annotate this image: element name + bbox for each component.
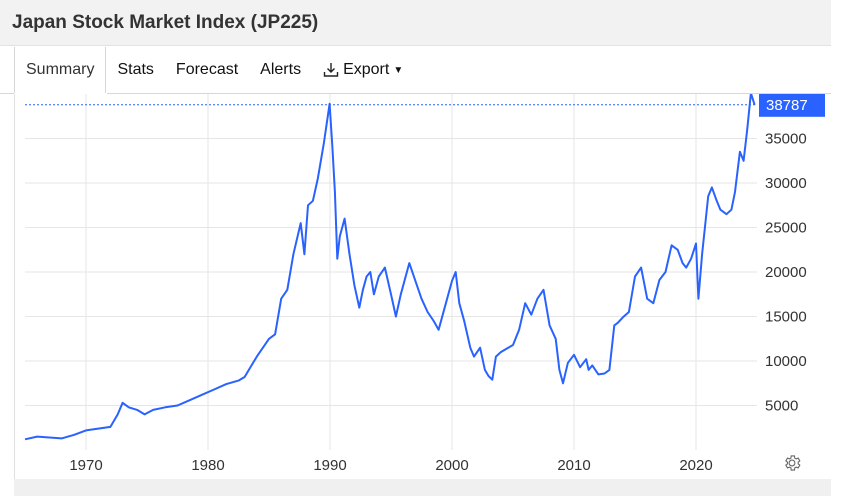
- tab-summary-label: Summary: [26, 61, 95, 78]
- tab-divider: [0, 93, 831, 94]
- tab-alerts-label: Alerts: [260, 61, 302, 78]
- y-tick-label: 20000: [765, 264, 807, 281]
- x-tick-label: 2000: [435, 457, 468, 474]
- y-tick-label: 5000: [765, 398, 798, 415]
- caret-down-icon: ▼: [393, 64, 404, 76]
- x-tick-label: 2020: [679, 457, 712, 474]
- y-tick-label: 35000: [765, 131, 807, 148]
- tab-stats[interactable]: Stats: [106, 47, 164, 93]
- x-axis-labels: 1970 1980 1990 2000 2010 2020: [69, 457, 712, 474]
- download-icon: [323, 63, 339, 77]
- tab-alerts[interactable]: Alerts: [249, 47, 312, 93]
- y-tick-label: 25000: [765, 220, 807, 237]
- grid-lines: [25, 94, 757, 450]
- tab-bar: Summary Stats Forecast Alerts Export ▼: [14, 47, 831, 93]
- bottom-strip: [14, 479, 831, 496]
- y-tick-label: 30000: [765, 175, 807, 192]
- tab-forecast-label: Forecast: [175, 61, 239, 78]
- x-tick-label: 1990: [313, 457, 346, 474]
- y-tick-label: 10000: [765, 353, 807, 370]
- y-tick-label: 15000: [765, 309, 807, 326]
- gear-icon[interactable]: [782, 453, 802, 473]
- tab-forecast[interactable]: Forecast: [165, 47, 249, 93]
- tab-summary[interactable]: Summary: [14, 47, 107, 93]
- last-value-badge: [759, 94, 825, 117]
- series-line: [24, 94, 756, 441]
- x-tick-label: 1970: [69, 457, 102, 474]
- chart-area: 5000 10000 15000 20000 25000 30000 35000 1970 1…: [14, 94, 831, 480]
- y-axis-labels: 5000 10000 15000 20000 25000 30000 35000: [765, 131, 807, 415]
- x-tick-label: 1980: [191, 457, 224, 474]
- tab-active-gap: [14, 93, 107, 94]
- last-value-label: 38787: [766, 97, 808, 114]
- tab-stats-label: Stats: [117, 61, 154, 78]
- page-title: Japan Stock Market Index (JP225): [12, 12, 319, 33]
- x-tick-label: 2010: [557, 457, 590, 474]
- tab-export[interactable]: Export ▼: [312, 47, 414, 93]
- tab-export-label: Export: [343, 61, 390, 78]
- title-bar: Japan Stock Market Index (JP225): [0, 0, 831, 46]
